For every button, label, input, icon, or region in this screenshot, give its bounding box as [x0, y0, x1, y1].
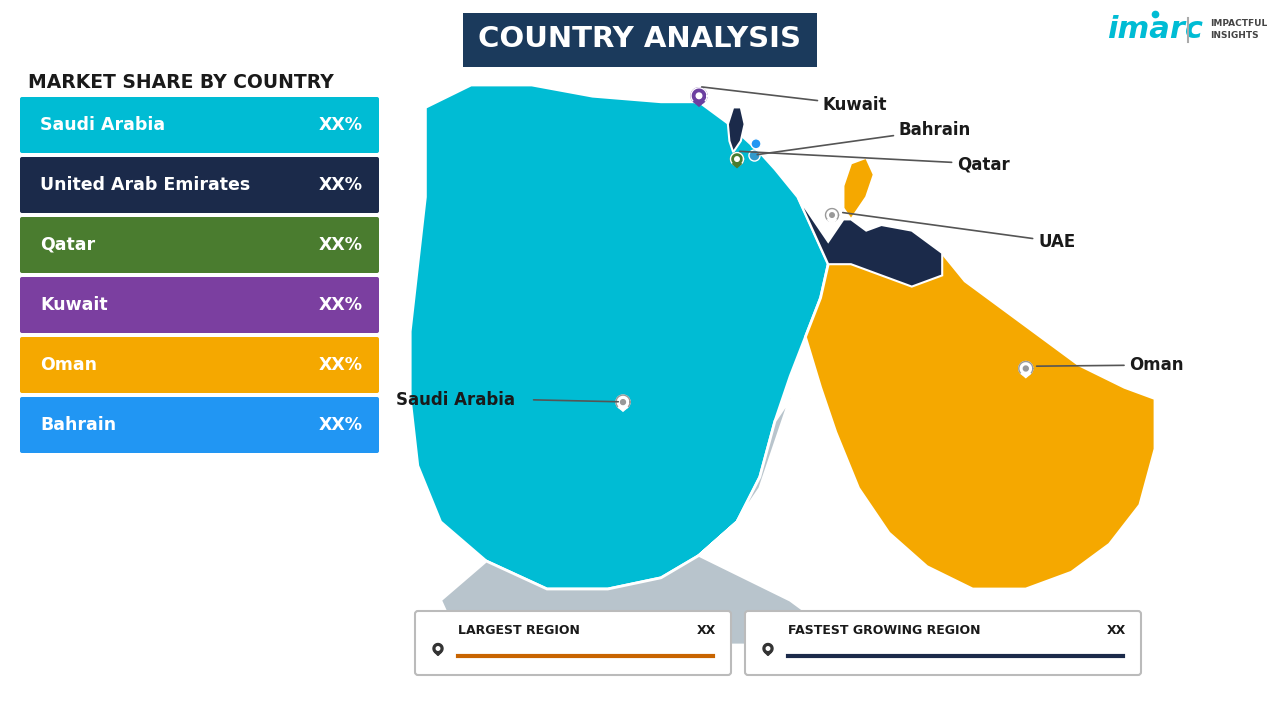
Text: IMPACTFUL: IMPACTFUL	[1210, 19, 1267, 29]
Text: imarc: imarc	[1107, 16, 1203, 45]
Circle shape	[735, 157, 740, 161]
Text: XX%: XX%	[319, 116, 364, 134]
FancyBboxPatch shape	[20, 97, 379, 153]
Text: Bahrain: Bahrain	[758, 121, 972, 155]
Text: Qatar: Qatar	[40, 236, 95, 254]
Polygon shape	[826, 209, 838, 222]
Text: MARKET SHARE BY COUNTRY: MARKET SHARE BY COUNTRY	[28, 73, 334, 91]
Polygon shape	[844, 158, 874, 220]
Polygon shape	[1021, 374, 1030, 377]
Circle shape	[621, 400, 626, 405]
Polygon shape	[691, 88, 707, 104]
Polygon shape	[764, 652, 772, 655]
Polygon shape	[410, 85, 828, 589]
Text: XX: XX	[696, 624, 716, 636]
Text: UAE: UAE	[842, 212, 1075, 251]
Text: XX%: XX%	[319, 296, 364, 314]
FancyBboxPatch shape	[20, 397, 379, 453]
Text: XX: XX	[1107, 624, 1126, 636]
Polygon shape	[440, 399, 820, 645]
Circle shape	[829, 213, 835, 217]
Text: United Arab Emirates: United Arab Emirates	[40, 176, 251, 194]
Circle shape	[1023, 366, 1028, 371]
Text: Oman: Oman	[40, 356, 97, 374]
Text: XX%: XX%	[319, 416, 364, 434]
Text: FASTEST GROWING REGION: FASTEST GROWING REGION	[788, 624, 980, 636]
Polygon shape	[731, 153, 744, 166]
Polygon shape	[827, 220, 837, 223]
Circle shape	[767, 647, 769, 650]
Polygon shape	[728, 107, 745, 152]
Circle shape	[751, 139, 762, 149]
FancyBboxPatch shape	[20, 157, 379, 213]
Circle shape	[436, 647, 440, 650]
FancyBboxPatch shape	[745, 611, 1140, 675]
Text: Kuwait: Kuwait	[40, 296, 108, 314]
Text: Saudi Arabia: Saudi Arabia	[40, 116, 165, 134]
Text: Oman: Oman	[1037, 356, 1184, 374]
Text: Bahrain: Bahrain	[40, 416, 116, 434]
Polygon shape	[732, 163, 741, 168]
Text: XX%: XX%	[319, 176, 364, 194]
FancyBboxPatch shape	[20, 217, 379, 273]
FancyBboxPatch shape	[415, 611, 731, 675]
Text: XX%: XX%	[319, 356, 364, 374]
Text: Kuwait: Kuwait	[701, 87, 887, 114]
Text: Saudi Arabia: Saudi Arabia	[396, 391, 515, 409]
Text: COUNTRY ANALYSIS: COUNTRY ANALYSIS	[479, 25, 801, 53]
Polygon shape	[797, 197, 942, 287]
FancyBboxPatch shape	[20, 337, 379, 393]
Text: XX%: XX%	[319, 236, 364, 254]
Text: Qatar: Qatar	[740, 151, 1010, 173]
Polygon shape	[434, 652, 442, 655]
Polygon shape	[616, 395, 630, 409]
Polygon shape	[1019, 361, 1033, 376]
FancyBboxPatch shape	[463, 13, 817, 67]
Text: INSIGHTS: INSIGHTS	[1210, 30, 1258, 40]
Polygon shape	[763, 644, 773, 654]
Text: LARGEST REGION: LARGEST REGION	[458, 624, 580, 636]
FancyBboxPatch shape	[20, 277, 379, 333]
Circle shape	[696, 93, 701, 99]
Polygon shape	[805, 225, 1155, 589]
Polygon shape	[694, 102, 704, 107]
Polygon shape	[433, 644, 443, 654]
Polygon shape	[618, 407, 628, 411]
